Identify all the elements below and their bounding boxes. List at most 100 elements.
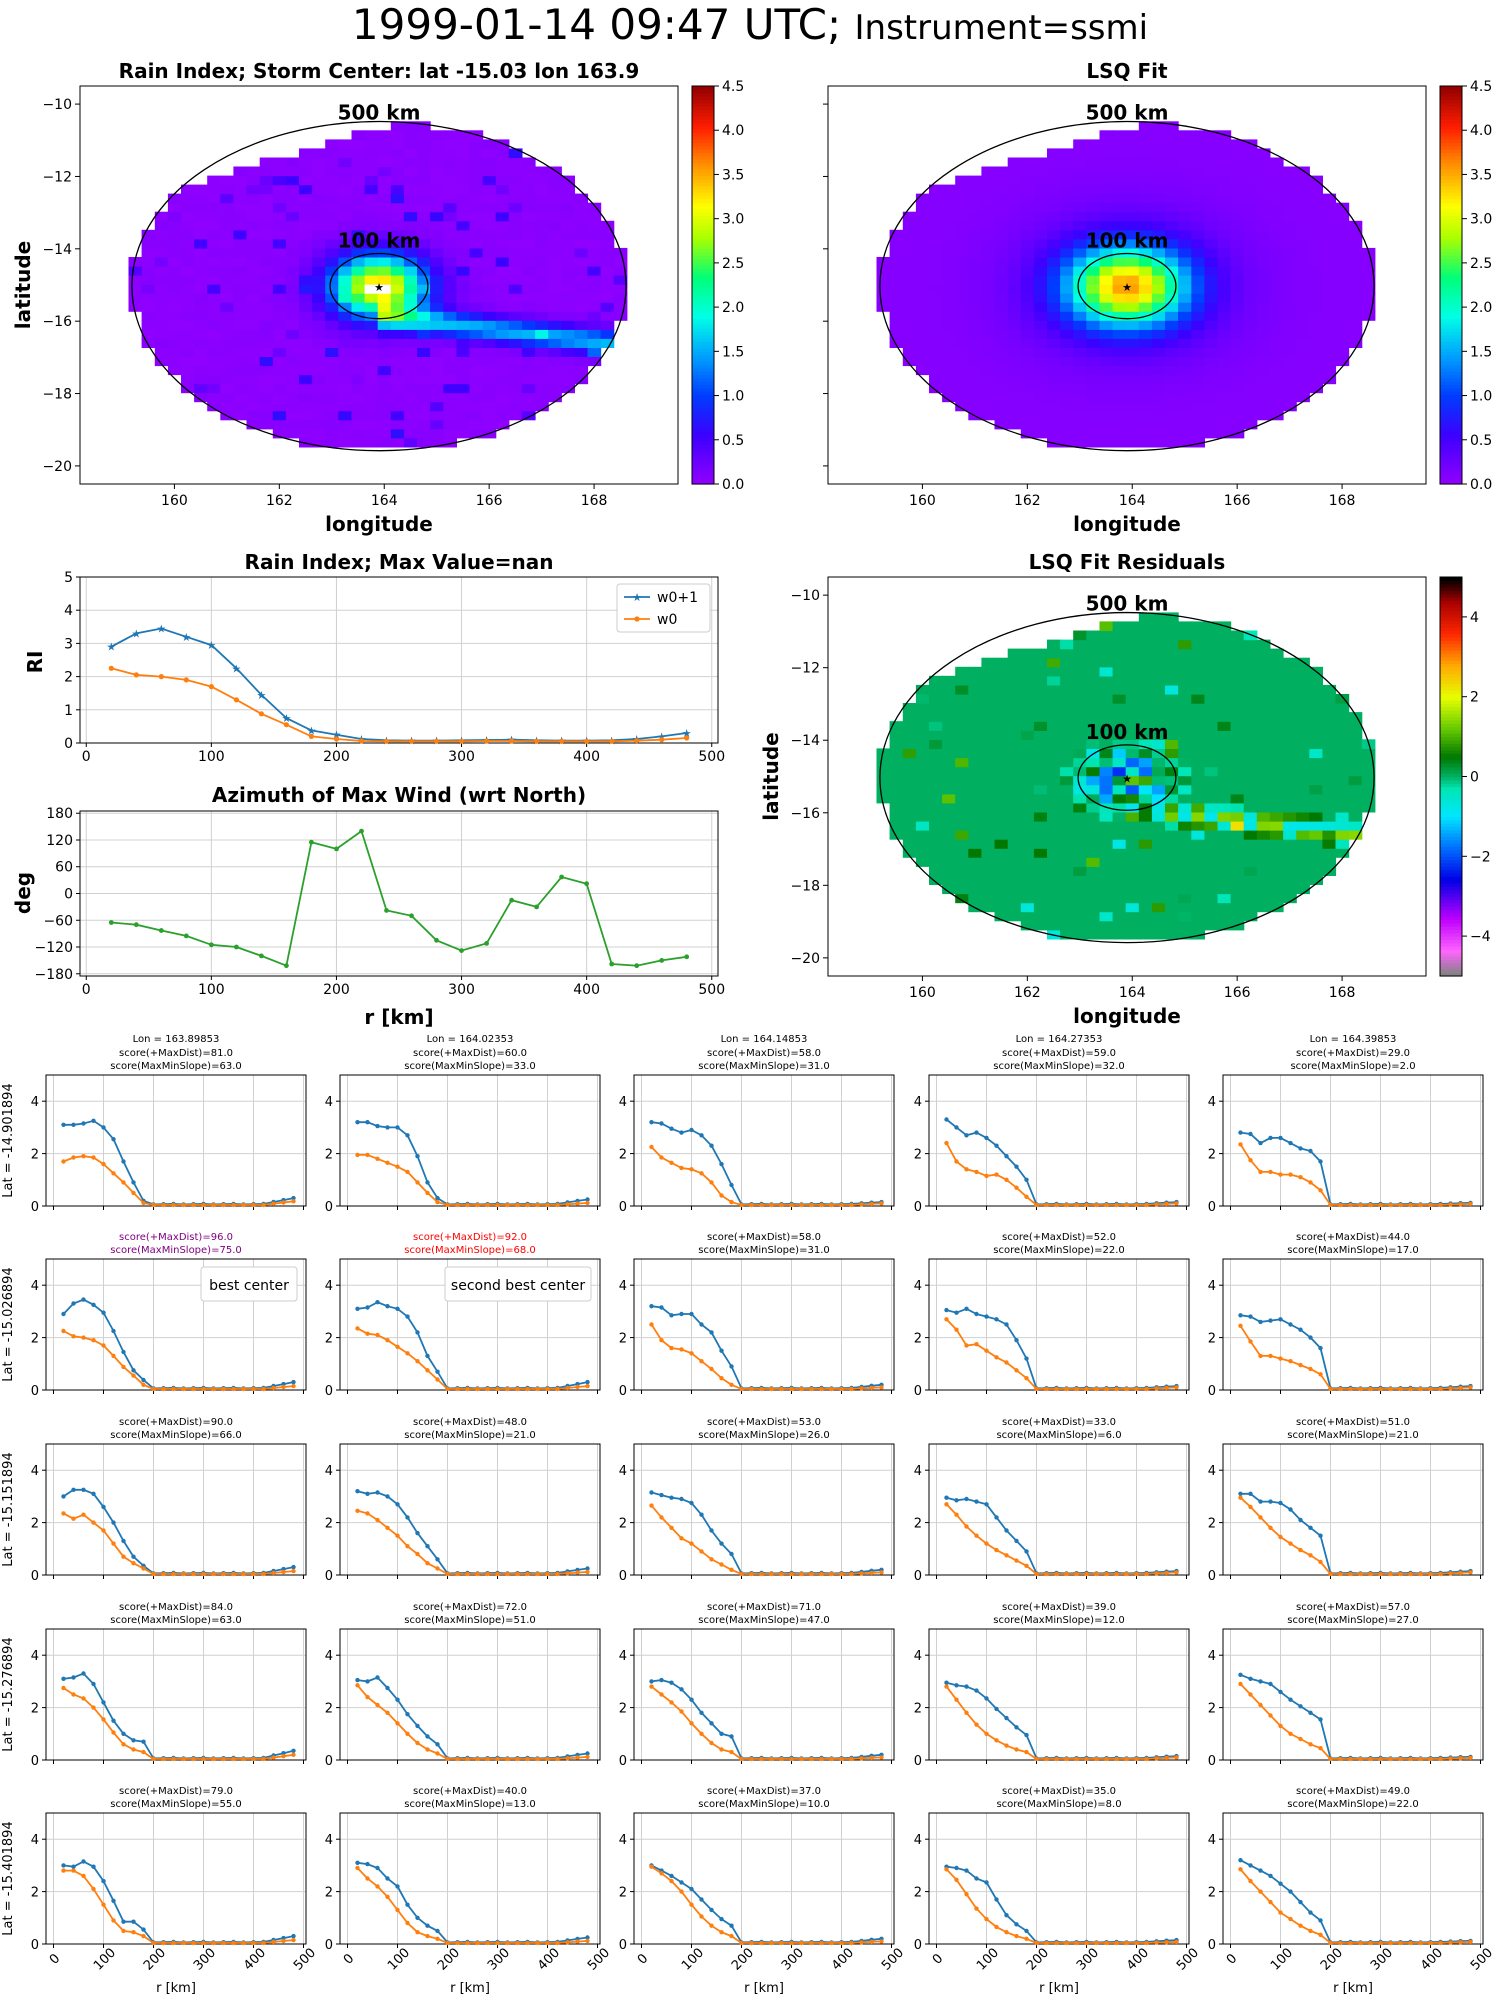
heatmap-cell xyxy=(1099,675,1114,686)
series-w0-point xyxy=(575,1201,580,1206)
heatmap-cell xyxy=(220,374,234,385)
heatmap-cell xyxy=(1217,320,1232,330)
heatmap-cell xyxy=(1007,893,1022,904)
heatmap-cell xyxy=(955,839,969,849)
candidate-panel: 024score(+MaxDist)=58.0score(MaxMinSlope… xyxy=(619,1232,895,1399)
series-w0-point xyxy=(1288,1541,1293,1546)
colorbar-swatch xyxy=(692,477,714,482)
heatmap-cell xyxy=(1256,229,1271,240)
series-w0p1-point xyxy=(101,1700,106,1705)
heatmap-cell xyxy=(1047,739,1061,749)
heatmap-cell xyxy=(955,202,969,213)
series-w0-point xyxy=(1258,1169,1263,1175)
heatmap-cell xyxy=(1269,275,1284,285)
heatmap-cell xyxy=(600,238,615,249)
heatmap-cell xyxy=(994,347,1009,357)
y-tick-label: 60 xyxy=(55,860,73,876)
heatmap-cell xyxy=(1191,848,1205,858)
heatmap-cell xyxy=(1099,748,1114,759)
series-w0-point xyxy=(1308,1553,1313,1558)
heatmap-cell xyxy=(1047,712,1061,722)
colorbar-swatch xyxy=(1440,779,1462,784)
series-w0p1-point xyxy=(649,1120,654,1125)
heatmap-cell xyxy=(929,211,943,222)
series-w0-point xyxy=(779,1571,784,1577)
heatmap-cell xyxy=(1112,902,1127,913)
heatmap-cell xyxy=(1165,284,1179,294)
heatmap-cell xyxy=(469,139,484,149)
heatmap-cell xyxy=(1269,757,1284,768)
heatmap-cell xyxy=(1033,775,1048,786)
heatmap-cell xyxy=(443,220,457,231)
series-w0-point xyxy=(1318,1559,1323,1565)
colorbar-swatch xyxy=(692,182,714,187)
axes-frame xyxy=(79,85,679,485)
storm-center-star: ★ xyxy=(374,281,384,294)
series-w0-point xyxy=(1034,1202,1039,1208)
heatmap-cell xyxy=(482,148,497,158)
heatmap-cell xyxy=(1296,175,1310,186)
heatmap-cell xyxy=(1138,320,1153,330)
heatmap-cell xyxy=(889,275,904,285)
heatmap-cell xyxy=(1112,166,1127,177)
heatmap-cell xyxy=(1178,229,1192,240)
heatmap-cell xyxy=(338,410,352,421)
heatmap-cell xyxy=(1309,748,1323,759)
series-w0p1-line xyxy=(63,1119,294,1206)
heatmap-cell xyxy=(1191,802,1205,813)
heatmap-cell xyxy=(1125,419,1140,430)
heatmap-cell xyxy=(272,238,287,249)
heatmap-cell xyxy=(390,266,405,276)
heatmap-cell xyxy=(1217,893,1232,904)
colorbar-swatch xyxy=(1440,404,1462,409)
heatmap-cell xyxy=(1099,911,1114,922)
heatmap-cell xyxy=(1335,784,1350,795)
heatmap-cell xyxy=(1047,175,1061,186)
heatmap-cell xyxy=(1178,166,1192,177)
heatmap-cell xyxy=(1309,684,1323,695)
heatmap-cell xyxy=(1361,757,1376,768)
heatmap-cell xyxy=(942,211,956,222)
heatmap-cell xyxy=(968,383,982,394)
heatmap-cell xyxy=(1230,275,1245,285)
series-w0p1-point xyxy=(669,1126,674,1131)
heatmap-cell xyxy=(1060,811,1074,822)
heatmap-cell xyxy=(1060,238,1074,249)
heatmap-cell xyxy=(955,184,969,195)
heatmap-cell xyxy=(574,238,589,249)
heatmap-cell xyxy=(994,293,1009,303)
heatmap-cell xyxy=(167,266,182,276)
heatmap-cell xyxy=(1309,784,1323,795)
heatmap-cell xyxy=(1269,648,1284,659)
heatmap-cell xyxy=(1309,329,1323,339)
heatmap-cell xyxy=(981,703,996,713)
heatmap-cell xyxy=(1165,766,1179,777)
heatmap-cell xyxy=(1165,666,1179,677)
heatmap-cell xyxy=(1112,437,1127,448)
series-w0p1-point xyxy=(355,1306,360,1312)
heatmap-cell xyxy=(417,275,431,285)
heatmap-cell xyxy=(1217,193,1232,204)
heatmap-cell xyxy=(1269,657,1284,668)
heatmap-cell xyxy=(495,311,510,321)
heatmap-cell xyxy=(1283,730,1297,740)
heatmap-cell xyxy=(1269,839,1284,849)
heatmap-cell xyxy=(561,193,575,204)
heatmap-cell xyxy=(1138,911,1153,922)
heatmap-cell xyxy=(1099,721,1114,731)
colorbar-swatch xyxy=(692,364,714,369)
heatmap-cell xyxy=(194,284,208,294)
heatmap-cell xyxy=(272,392,287,403)
heatmap-cell xyxy=(521,275,536,285)
series-w0p1-point xyxy=(944,1495,949,1500)
heatmap-cell xyxy=(377,275,392,285)
heatmap-cell xyxy=(1033,338,1048,348)
heatmap-cell xyxy=(1112,757,1127,768)
heatmap-cell xyxy=(1269,284,1284,294)
heatmap-cell xyxy=(1191,148,1205,158)
heatmap-cell xyxy=(390,130,405,140)
heatmap-cell xyxy=(1256,866,1271,876)
figure-title: 1999-01-14 09:47 UTC; Instrument=ssmi xyxy=(0,0,1500,53)
colorbar-swatch xyxy=(1440,102,1462,107)
series-w0-point xyxy=(71,1516,76,1521)
